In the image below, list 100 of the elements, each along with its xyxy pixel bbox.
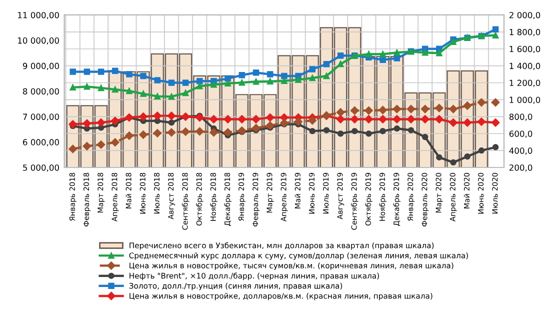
- point: [153, 112, 162, 120]
- point: [281, 72, 288, 80]
- point: [422, 49, 428, 56]
- point: [350, 106, 359, 115]
- y-tick-label: 10 000,00: [18, 37, 59, 45]
- y-tick-label: 8 000,00: [22, 88, 59, 96]
- point: [364, 115, 373, 124]
- point: [167, 128, 176, 137]
- point: [252, 69, 260, 76]
- point: [478, 147, 485, 154]
- point: [266, 113, 274, 122]
- point: [210, 128, 218, 137]
- point: [477, 98, 486, 107]
- point: [436, 154, 442, 160]
- point: [196, 78, 203, 84]
- point: [477, 118, 486, 126]
- point: [323, 127, 330, 134]
- y-tick-label: 11 000,00: [18, 12, 59, 20]
- point: [436, 50, 442, 56]
- point: [84, 68, 90, 75]
- y2-tick-label: 400,0: [509, 148, 532, 155]
- point: [364, 106, 373, 115]
- point: [336, 115, 345, 124]
- y-tick-label: 9 000,00: [22, 62, 59, 70]
- point: [336, 108, 345, 116]
- y2-tick-label: 2 000,0: [509, 12, 540, 20]
- point: [182, 90, 189, 96]
- point: [281, 78, 288, 84]
- point: [435, 115, 444, 124]
- point: [168, 119, 175, 126]
- point: [309, 66, 316, 72]
- point: [110, 116, 120, 126]
- point: [139, 130, 148, 139]
- point: [238, 115, 246, 124]
- point: [309, 128, 316, 134]
- point: [168, 93, 175, 100]
- point: [168, 80, 175, 86]
- point: [125, 132, 134, 140]
- y-tick-label: 7 000,00: [23, 114, 59, 121]
- y2-tick-label: 1 400,0: [510, 62, 540, 70]
- point: [280, 118, 288, 128]
- point: [463, 102, 472, 110]
- point: [84, 84, 90, 90]
- point: [181, 128, 190, 136]
- point: [449, 104, 458, 114]
- point: [378, 115, 387, 124]
- point: [266, 121, 274, 130]
- point: [182, 80, 189, 86]
- point: [252, 115, 260, 124]
- point: [96, 140, 106, 149]
- point: [394, 125, 400, 132]
- y2-tick-label: 800,0: [509, 114, 532, 121]
- point: [98, 68, 104, 75]
- point: [210, 115, 218, 124]
- point: [449, 118, 458, 127]
- point: [154, 93, 161, 100]
- point: [492, 26, 499, 33]
- point: [266, 78, 274, 84]
- point: [167, 112, 176, 120]
- point: [420, 104, 430, 114]
- point: [406, 115, 416, 124]
- point: [323, 61, 330, 68]
- point: [422, 134, 428, 140]
- point: [252, 124, 260, 132]
- point: [110, 138, 120, 146]
- point: [153, 129, 162, 138]
- y-tick-label: 6 000,00: [23, 139, 59, 146]
- point: [394, 49, 400, 56]
- y-tick-label: 5 000,00: [23, 164, 59, 172]
- point: [380, 128, 386, 134]
- point: [82, 142, 92, 150]
- point: [98, 84, 104, 92]
- point: [380, 56, 386, 64]
- point: [295, 76, 302, 83]
- y2-tick-label: 600,0: [509, 130, 532, 138]
- point: [294, 118, 302, 126]
- point: [450, 38, 456, 46]
- point: [224, 75, 231, 82]
- point: [308, 116, 317, 125]
- point: [323, 72, 330, 80]
- y2-tick-label: 1 600,0: [510, 46, 540, 54]
- point: [238, 72, 246, 78]
- point: [337, 130, 344, 137]
- y2-tick-label: 1 200,0: [510, 80, 540, 87]
- point: [491, 98, 500, 107]
- point: [70, 84, 76, 91]
- point: [394, 55, 400, 62]
- point: [82, 119, 92, 128]
- point: [450, 159, 456, 166]
- point: [492, 32, 499, 38]
- point: [196, 127, 204, 136]
- point: [378, 106, 387, 114]
- point: [196, 113, 204, 122]
- point: [366, 130, 372, 137]
- point: [224, 115, 232, 124]
- point: [309, 74, 316, 82]
- point: [464, 153, 470, 160]
- point: [392, 115, 402, 124]
- point: [352, 128, 358, 134]
- y2-tick-label: 200,0: [509, 164, 532, 172]
